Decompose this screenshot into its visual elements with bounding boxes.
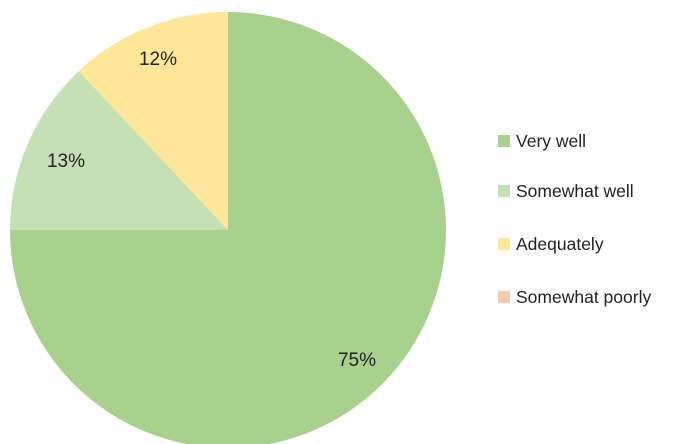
pie-data-labels: 75% 13% 12% [47, 49, 376, 371]
legend-swatch-somewhat-poorly [498, 291, 510, 303]
chart-legend: Very well Somewhat well Adequately Somew… [482, 118, 673, 340]
legend-item-adequately: Adequately [498, 233, 673, 255]
legend-item-somewhat-well: Somewhat well [498, 180, 673, 202]
legend-label-somewhat-poorly: Somewhat poorly [516, 287, 652, 307]
data-label-adequately: 12% [139, 49, 177, 70]
pie-slice-adequately [78, 11, 228, 230]
legend-item-very-well: Very well [498, 130, 673, 152]
legend-swatch-adequately [498, 238, 510, 250]
data-label-somewhat-well: 13% [47, 151, 85, 172]
pie-slice-somewhat-well [10, 71, 228, 230]
legend-item-somewhat-poorly: Somewhat poorly [498, 286, 673, 308]
data-label-very-well: 75% [338, 350, 376, 371]
legend-swatch-very-well [498, 135, 510, 147]
legend-label-somewhat-well: Somewhat well [516, 181, 634, 201]
legend-label-adequately: Adequately [516, 234, 604, 254]
legend-label-very-well: Very well [516, 131, 587, 151]
legend-swatch-somewhat-well [498, 185, 510, 197]
pie-slices [10, 11, 446, 444]
